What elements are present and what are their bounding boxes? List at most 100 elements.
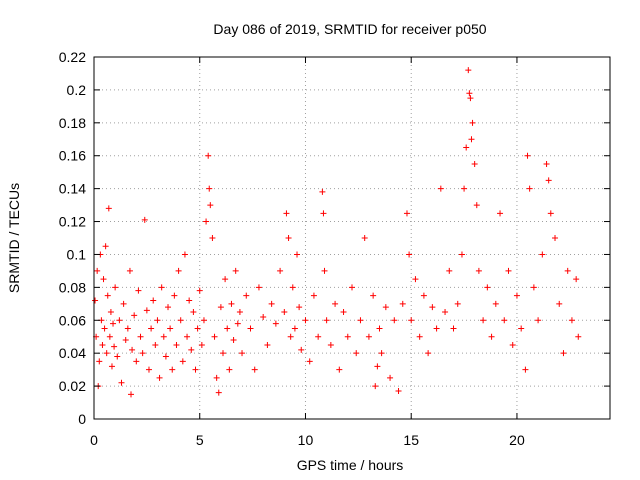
data-point — [365, 333, 372, 340]
data-point — [573, 276, 580, 283]
data-point — [131, 312, 138, 319]
data-point — [501, 317, 508, 324]
data-point — [488, 333, 495, 340]
data-point — [251, 366, 258, 373]
data-point — [291, 325, 298, 332]
data-point — [497, 210, 504, 217]
data-point — [207, 202, 214, 209]
data-point — [137, 333, 144, 340]
data-point — [468, 136, 475, 143]
y-tick-label: 0.2 — [67, 82, 87, 98]
data-point — [406, 251, 413, 258]
data-point — [298, 346, 305, 353]
data-point — [99, 341, 106, 348]
data-point — [530, 284, 537, 291]
data-point — [552, 235, 559, 241]
data-point — [340, 309, 347, 316]
data-point — [105, 205, 112, 212]
data-point — [103, 350, 110, 357]
data-point — [454, 300, 461, 307]
data-point — [361, 235, 368, 241]
data-point — [543, 160, 550, 167]
data-point — [321, 267, 328, 274]
data-point — [463, 144, 470, 151]
data-point — [175, 267, 182, 274]
data-point — [319, 188, 326, 195]
data-point — [104, 292, 111, 299]
data-point — [471, 160, 478, 167]
data-point — [228, 300, 235, 307]
data-point — [465, 67, 472, 74]
data-point — [568, 317, 575, 324]
data-point — [378, 350, 385, 357]
data-point — [234, 320, 241, 327]
data-point — [124, 325, 131, 332]
data-point — [220, 350, 226, 357]
y-tick-label: 0.22 — [59, 49, 86, 65]
data-point — [128, 391, 135, 398]
data-point — [200, 317, 207, 324]
data-point — [120, 300, 127, 307]
data-point — [296, 304, 303, 311]
data-point — [450, 325, 457, 332]
data-point — [391, 317, 398, 324]
data-point — [323, 317, 330, 324]
data-point — [181, 251, 188, 258]
data-point — [169, 366, 176, 373]
data-point — [376, 325, 383, 332]
data-point — [232, 267, 239, 274]
data-point — [281, 309, 288, 316]
data-point — [283, 210, 290, 217]
data-point — [539, 251, 546, 258]
y-tick-label: 0.12 — [59, 214, 86, 230]
data-point — [158, 284, 165, 291]
data-point — [560, 350, 567, 357]
data-point — [139, 350, 146, 357]
x-tick-label: 0 — [90, 432, 98, 448]
data-point — [480, 317, 487, 324]
data-point — [302, 317, 309, 324]
y-tick-label: 0.04 — [59, 345, 86, 361]
data-point — [179, 358, 186, 365]
data-point — [399, 300, 406, 307]
data-point — [327, 341, 334, 348]
data-point — [167, 325, 174, 332]
data-point — [184, 333, 191, 340]
data-point — [403, 210, 410, 217]
data-point — [133, 358, 140, 365]
data-point — [526, 185, 533, 192]
data-point — [287, 333, 294, 340]
data-point — [188, 346, 195, 353]
x-tick-label: 20 — [509, 432, 525, 448]
data-point — [374, 363, 381, 370]
data-point — [408, 317, 415, 324]
data-point — [564, 267, 571, 274]
y-tick-label: 0.06 — [59, 312, 86, 328]
data-point — [349, 284, 355, 291]
data-point — [395, 388, 402, 395]
y-tick-label: 0.02 — [59, 378, 86, 394]
data-point — [416, 333, 423, 340]
data-point — [289, 284, 296, 291]
data-point — [420, 292, 427, 299]
data-point — [272, 320, 279, 327]
data-point — [96, 358, 103, 365]
data-point — [446, 267, 453, 274]
y-tick-label: 0.16 — [59, 148, 86, 164]
data-point — [509, 341, 516, 348]
data-point — [173, 341, 180, 348]
data-point — [236, 309, 243, 316]
data-point — [524, 152, 531, 159]
data-point — [522, 366, 529, 373]
data-point — [320, 210, 327, 217]
y-tick-label: 0.1 — [67, 246, 87, 262]
data-point — [162, 353, 169, 360]
data-point — [100, 276, 107, 283]
data-point — [382, 304, 389, 311]
data-point — [239, 350, 246, 357]
data-point — [118, 379, 125, 386]
data-point — [116, 317, 123, 324]
data-point — [370, 292, 377, 299]
